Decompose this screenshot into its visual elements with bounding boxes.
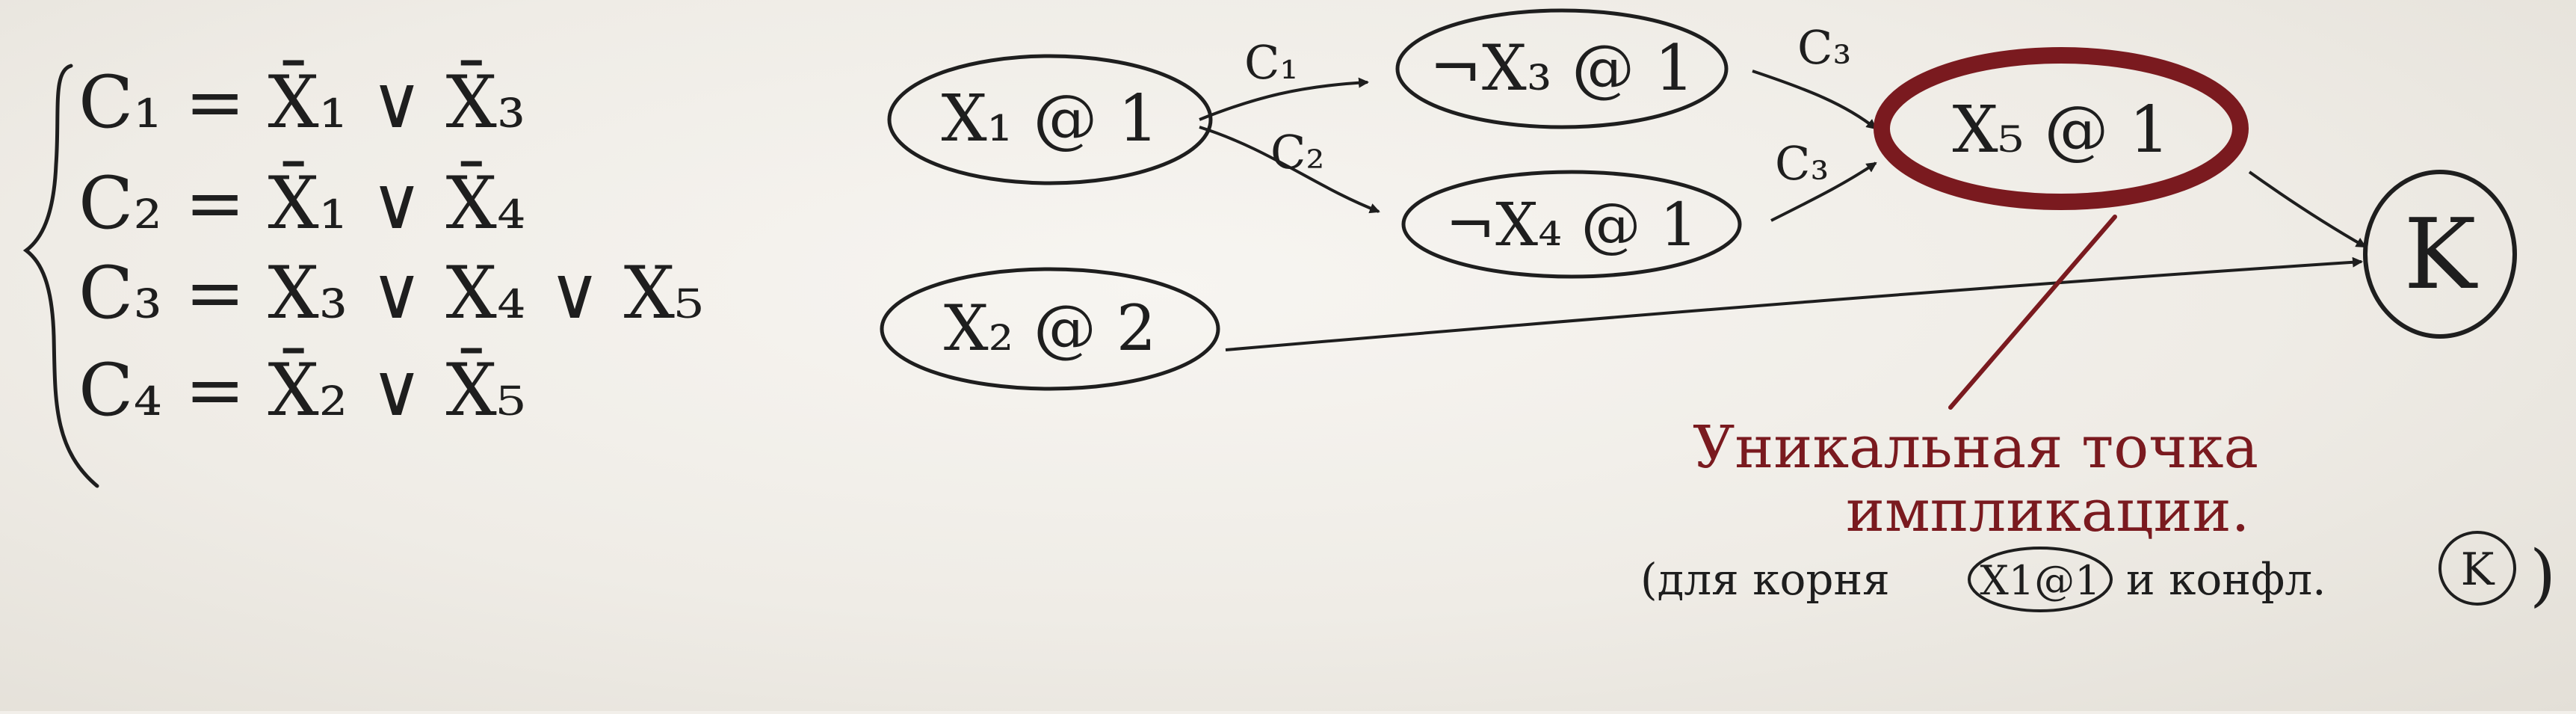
node-conflict-k-label: K	[2403, 197, 2478, 311]
annotation-line-2: импликации.	[1846, 478, 2249, 545]
node-x2: X₂ @ 2	[880, 267, 1220, 391]
node-x1: X₁ @ 1	[887, 54, 1213, 185]
annotation-line-3-middle: и конфл.	[2126, 554, 2326, 605]
edge-x5-k	[2248, 170, 2367, 248]
annotation-line-3-prefix: (для корня	[1640, 554, 1890, 605]
node-not-x3-label: ¬X₃ @ 1	[1430, 31, 1695, 105]
edge-x2-k	[1225, 256, 2363, 351]
annotation-line-3-suffix: )	[2530, 536, 2556, 615]
annotation-line-3-conflict: K	[2461, 544, 2495, 596]
edge-label-c1: C₁	[1244, 35, 1298, 90]
clause-c1: C₁ = X̄₁ ∨ X̄₃	[78, 61, 525, 144]
edge-label-c3-top: C₃	[1797, 20, 1851, 75]
node-x1-label: X₁ @ 1	[941, 81, 1158, 156]
edge-nx3-x5	[1752, 70, 1877, 130]
clause-c3: C₃ = X₃ ∨ X₄ ∨ X₅	[78, 251, 703, 335]
edge-nx4-x5	[1770, 161, 1877, 222]
edge-x1-nx4	[1199, 126, 1380, 214]
clause-c2: C₂ = X̄₁ ∨ X̄₄	[78, 161, 525, 245]
clause-c4: C₄ = X̄₂ ∨ X̄₅	[78, 348, 525, 432]
node-x5-label: X₅ @ 1	[1952, 93, 2169, 167]
clause-brace	[22, 64, 99, 488]
edge-label-c2: C₂	[1270, 125, 1324, 179]
annotation-root-oval	[1968, 547, 2113, 612]
node-x2-label: X₂ @ 2	[944, 292, 1156, 365]
node-conflict-k: K	[2363, 170, 2517, 339]
annotation-pointer	[1948, 215, 2117, 410]
node-not-x3: ¬X₃ @ 1	[1395, 8, 1729, 129]
annotation-conflict-circle	[2438, 531, 2516, 606]
annotation-line-1: Уникальная точка	[1693, 414, 2258, 481]
annotation-line-3-root: X1@1	[1980, 557, 2100, 604]
edge-x1-nx3	[1199, 77, 1369, 121]
edge-label-c3-bottom: C₃	[1775, 136, 1829, 191]
node-not-x4: ¬X₄ @ 1	[1401, 170, 1742, 279]
node-not-x4-label: ¬X₄ @ 1	[1445, 190, 1698, 259]
node-x5-highlighted: X₅ @ 1	[1874, 47, 2249, 210]
